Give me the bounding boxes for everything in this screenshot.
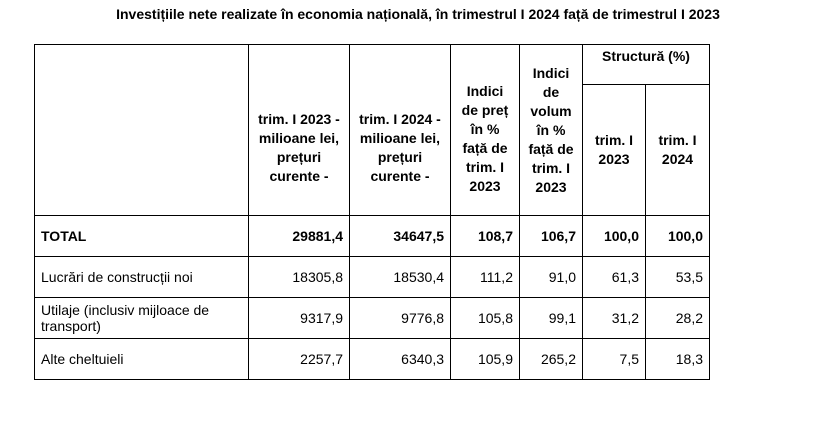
- header-volume-index: Indici de volum în % față de trim. I 202…: [519, 44, 583, 216]
- cell-value: 7,5: [582, 338, 646, 380]
- cell-value: 53,5: [645, 256, 710, 298]
- table-row: Alte cheltuieli 2257,7 6340,3 105,9 265,…: [34, 338, 710, 380]
- cell-value: 2257,7: [248, 338, 350, 380]
- cell-value: 100,0: [582, 215, 646, 257]
- cell-value: 34647,5: [349, 215, 451, 257]
- cell-value: 61,3: [582, 256, 646, 298]
- cell-value: 111,2: [450, 256, 520, 298]
- cell-value: 105,8: [450, 297, 520, 339]
- cell-value: 99,1: [519, 297, 583, 339]
- row-label: Lucrări de construcții noi: [34, 256, 249, 298]
- header-structure-2023: trim. I 2023: [582, 84, 646, 216]
- cell-value: 29881,4: [248, 215, 350, 257]
- row-label: Alte cheltuieli: [34, 338, 249, 380]
- cell-value: 28,2: [645, 297, 710, 339]
- cell-value: 105,9: [450, 338, 520, 380]
- cell-value: 265,2: [519, 338, 583, 380]
- table-row: Lucrări de construcții noi 18305,8 18530…: [34, 256, 710, 298]
- cell-value: 100,0: [645, 215, 710, 257]
- investment-table: trim. I 2023 - milioane lei, prețuri cur…: [34, 44, 710, 380]
- cell-value: 9776,8: [349, 297, 451, 339]
- table-row-total: TOTAL 29881,4 34647,5 108,7 106,7 100,0 …: [34, 215, 710, 257]
- cell-value: 18530,4: [349, 256, 451, 298]
- cell-value: 108,7: [450, 215, 520, 257]
- cell-value: 6340,3: [349, 338, 451, 380]
- cell-value: 9317,9: [248, 297, 350, 339]
- header-structure: Structură (%): [582, 44, 710, 85]
- cell-value: 106,7: [519, 215, 583, 257]
- header-trim1-2023: trim. I 2023 - milioane lei, prețuri cur…: [248, 44, 350, 216]
- row-label: Utilaje (inclusiv mijloace de transport): [34, 297, 249, 339]
- cell-value: 18,3: [645, 338, 710, 380]
- table-title: Investițiile nete realizate în economia …: [116, 6, 720, 22]
- header-structure-2024: trim. I 2024: [645, 84, 710, 216]
- row-label: TOTAL: [34, 215, 249, 257]
- table-row: Utilaje (inclusiv mijloace de transport)…: [34, 297, 710, 339]
- header-empty: [34, 44, 249, 216]
- header-price-index: Indici de preț în % față de trim. I 2023: [450, 44, 520, 216]
- cell-value: 18305,8: [248, 256, 350, 298]
- header-trim1-2024: trim. I 2024 - milioane lei, prețuri cur…: [349, 44, 451, 216]
- cell-value: 31,2: [582, 297, 646, 339]
- cell-value: 91,0: [519, 256, 583, 298]
